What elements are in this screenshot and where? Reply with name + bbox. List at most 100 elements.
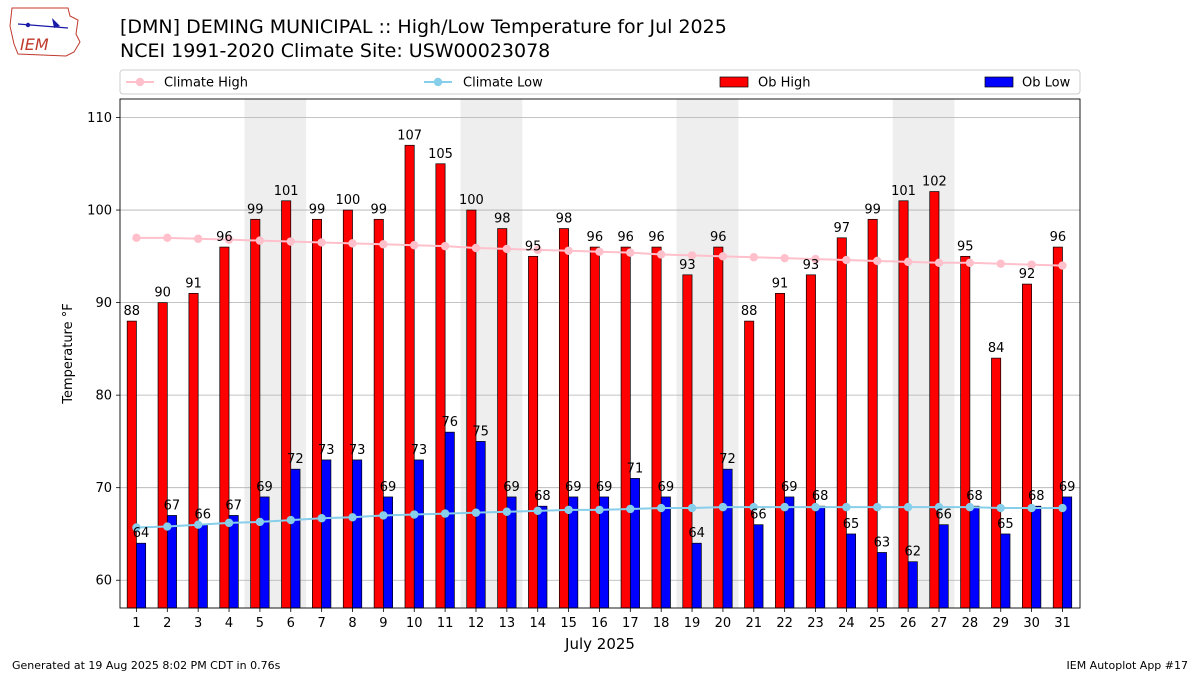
ob-low-bar (321, 459, 332, 609)
ob-low-label: 69 (781, 480, 798, 495)
climate-high-point (718, 252, 728, 261)
climate-low-point (626, 504, 635, 514)
ob-high-bar (404, 144, 415, 609)
ob-high-bar (620, 246, 631, 609)
climate-high-point (379, 240, 388, 249)
ob-high-bar (960, 255, 971, 609)
ob-low-label: 66 (195, 508, 212, 523)
climate-high-point (811, 254, 820, 264)
ob-low-label: 68 (966, 489, 983, 504)
ob-high-label: 96 (587, 230, 604, 245)
ob-high-label: 99 (370, 202, 387, 217)
climate-low-point (1027, 503, 1036, 513)
x-tick-label: 5 (256, 616, 264, 631)
ob-low-bar (876, 552, 887, 609)
x-tick-label: 14 (529, 616, 546, 631)
climate-high-point (286, 237, 295, 246)
ob-low-bar (228, 515, 239, 609)
ob-low-label: 66 (750, 508, 767, 523)
climate-high-point (842, 255, 851, 265)
x-tick-label: 27 (931, 616, 948, 631)
ob-high-bar (651, 246, 662, 609)
ob-low-bar (660, 496, 671, 609)
ob-low-bar (444, 431, 455, 609)
climate-high-point (410, 241, 419, 250)
ob-high-label: 100 (335, 193, 360, 208)
ob-high-bar (682, 274, 693, 609)
x-tick-label: 26 (900, 616, 917, 631)
ob-low-label: 69 (380, 480, 397, 495)
climate-low-point (842, 502, 851, 512)
legend-climate-high-marker (135, 77, 145, 87)
legend-ob-low-swatch (984, 76, 1014, 88)
climate-low-point (255, 517, 265, 527)
ob-low-label: 63 (874, 535, 891, 550)
legend-ob-high-swatch (719, 76, 749, 88)
ob-low-label: 69 (503, 480, 520, 495)
ob-low-bar (938, 524, 949, 609)
ob-low-label: 65 (843, 517, 860, 532)
climate-high-point (687, 251, 697, 260)
ob-low-bar (784, 496, 795, 609)
x-tick-label: 11 (437, 616, 454, 631)
climate-low-point (533, 506, 542, 516)
ob-high-bar (713, 246, 724, 609)
ob-low-label: 73 (349, 443, 366, 458)
climate-low-point (1058, 503, 1067, 513)
ob-high-label: 105 (428, 147, 453, 162)
ob-high-bar (312, 218, 322, 609)
chart-subtitle: NCEI 1991-2020 Climate Site: USW00023078 (120, 40, 551, 62)
ob-low-label: 71 (627, 461, 644, 476)
ob-low-label: 73 (318, 443, 335, 458)
x-tick-label: 23 (807, 616, 824, 631)
climate-low-point (348, 513, 357, 522)
generated-timestamp: Generated at 19 Aug 2025 8:02 PM CDT in … (12, 659, 281, 672)
ob-high-label: 99 (309, 202, 326, 217)
climate-high-point (595, 247, 604, 256)
ob-low-label: 72 (719, 452, 736, 467)
climate-high-point (348, 239, 357, 248)
x-tick-label: 15 (560, 616, 577, 631)
ob-low-label: 75 (472, 424, 489, 439)
climate-low-point (718, 502, 728, 512)
climate-high-point (132, 233, 141, 243)
y-tick-label: 100 (87, 204, 112, 219)
ob-high-bar (342, 209, 353, 609)
climate-low-point (379, 511, 388, 520)
ob-low-label: 76 (441, 415, 458, 430)
ob-low-bar (753, 524, 764, 609)
ob-high-label: 88 (741, 304, 758, 319)
ob-high-label: 107 (397, 128, 422, 143)
app-label: IEM Autoplot App #17 (1066, 659, 1189, 672)
y-tick-label: 60 (95, 574, 112, 589)
ob-high-label: 98 (494, 212, 511, 227)
climate-low-point (656, 503, 666, 513)
x-tick-label: 18 (653, 616, 670, 631)
climate-low-point (965, 502, 975, 512)
climate-high-point (163, 233, 172, 243)
plot-frame (119, 98, 1081, 609)
climate-low-point (471, 508, 481, 517)
x-tick-label: 9 (379, 616, 387, 631)
ob-high-bar (528, 255, 539, 609)
ob-high-label: 91 (772, 276, 789, 291)
legend-climate-high-label: Climate High (164, 76, 248, 91)
ob-high-bar (744, 320, 755, 609)
ob-high-label: 97 (833, 221, 850, 236)
ob-high-bar (435, 163, 446, 609)
ob-low-label: 69 (658, 480, 675, 495)
ob-low-label: 64 (133, 526, 150, 541)
ob-high-label: 101 (274, 184, 299, 199)
climate-high-point (780, 253, 789, 263)
ob-low-label: 72 (287, 452, 304, 467)
ob-low-label: 73 (411, 443, 428, 458)
climate-high-point (193, 234, 203, 243)
ob-low-label: 67 (164, 498, 181, 513)
ob-high-bar (497, 228, 508, 609)
climate-high-point (626, 248, 635, 257)
ob-high-bar (281, 200, 292, 609)
x-tick-label: 21 (746, 616, 763, 631)
climate-high-point (471, 243, 481, 253)
ob-low-bar (1062, 496, 1073, 609)
